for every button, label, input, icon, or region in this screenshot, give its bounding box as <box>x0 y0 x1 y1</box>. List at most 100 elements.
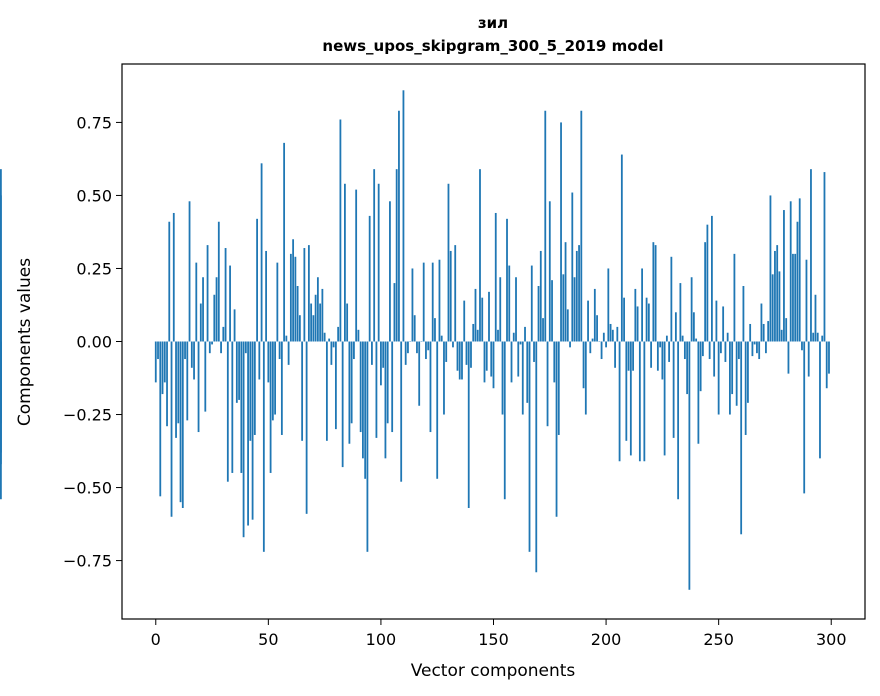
bar <box>738 341 740 360</box>
bar <box>789 201 792 342</box>
bar <box>416 341 418 354</box>
bar <box>305 341 308 514</box>
bar <box>229 265 231 342</box>
bar <box>364 341 367 479</box>
bar <box>312 315 315 342</box>
bar <box>783 210 785 342</box>
bar <box>0 341 2 395</box>
bar <box>526 341 529 403</box>
x-tick-label: 200 <box>591 630 622 649</box>
bar <box>431 262 434 342</box>
bar <box>463 300 466 342</box>
bar <box>175 341 177 438</box>
bar <box>247 341 249 526</box>
bar <box>796 221 799 342</box>
bar <box>758 341 761 360</box>
bar <box>276 262 279 342</box>
bar <box>280 341 283 435</box>
bar <box>681 335 684 342</box>
bar <box>575 250 578 342</box>
bar <box>652 242 655 342</box>
bar <box>389 201 391 342</box>
bar <box>596 315 598 342</box>
bar <box>267 341 270 383</box>
bar <box>499 277 502 342</box>
bar <box>578 245 580 342</box>
bar <box>801 341 803 351</box>
bar <box>747 341 749 403</box>
bar <box>794 253 797 342</box>
bar <box>672 341 675 438</box>
bar <box>580 110 583 342</box>
bar <box>625 341 628 441</box>
bar <box>400 341 403 482</box>
bar <box>713 341 716 377</box>
bar <box>661 341 664 380</box>
bar <box>602 332 605 342</box>
bar <box>235 341 238 403</box>
bar <box>438 259 441 342</box>
bar <box>524 326 526 342</box>
bar <box>812 332 815 342</box>
bar <box>425 341 427 360</box>
bar <box>744 341 747 435</box>
bar <box>825 341 828 389</box>
bar <box>377 183 380 342</box>
bar <box>292 239 295 342</box>
bar <box>271 341 274 421</box>
bar <box>233 309 236 342</box>
y-tick-label: 0.75 <box>76 113 112 132</box>
bar <box>348 341 351 444</box>
x-axis-label: Vector components <box>411 661 576 681</box>
bar <box>474 288 477 342</box>
bar <box>787 341 790 374</box>
bar <box>555 341 558 517</box>
bar <box>492 341 495 389</box>
bar <box>440 335 443 342</box>
x-tick-label: 300 <box>816 630 847 649</box>
bar <box>316 277 319 342</box>
bar <box>668 341 671 362</box>
bar <box>157 341 159 360</box>
bar <box>465 341 468 365</box>
bar <box>470 341 472 368</box>
bar <box>357 329 360 342</box>
bar <box>341 341 344 468</box>
bar <box>497 329 499 342</box>
bar <box>760 303 763 342</box>
bar <box>314 294 317 342</box>
bar <box>411 268 414 342</box>
bar <box>427 341 430 351</box>
bar <box>807 341 810 377</box>
bar <box>344 183 346 342</box>
bar <box>242 341 245 538</box>
bar <box>627 341 630 371</box>
bar <box>256 218 258 342</box>
bar <box>494 212 497 342</box>
bar <box>641 268 643 342</box>
bar <box>697 341 700 444</box>
bar <box>429 341 432 433</box>
bar <box>663 341 666 456</box>
bar <box>244 341 247 354</box>
bar <box>215 277 218 342</box>
bar <box>506 218 508 342</box>
bar <box>753 341 756 345</box>
bar <box>537 286 540 342</box>
chart-title: зил <box>478 14 508 32</box>
bar <box>533 341 535 362</box>
bar <box>517 341 520 377</box>
bar <box>479 169 481 342</box>
bar <box>623 297 625 342</box>
bar <box>328 338 331 342</box>
bar <box>607 268 610 342</box>
bar <box>521 341 524 415</box>
bar <box>188 201 191 342</box>
bar <box>0 195 2 342</box>
x-axis-ticks: 0 50 100 150 200 250 300 <box>151 619 847 649</box>
bar <box>449 250 452 342</box>
bar <box>515 277 517 342</box>
bar <box>402 90 405 342</box>
bar <box>674 312 677 342</box>
bar <box>384 341 387 459</box>
